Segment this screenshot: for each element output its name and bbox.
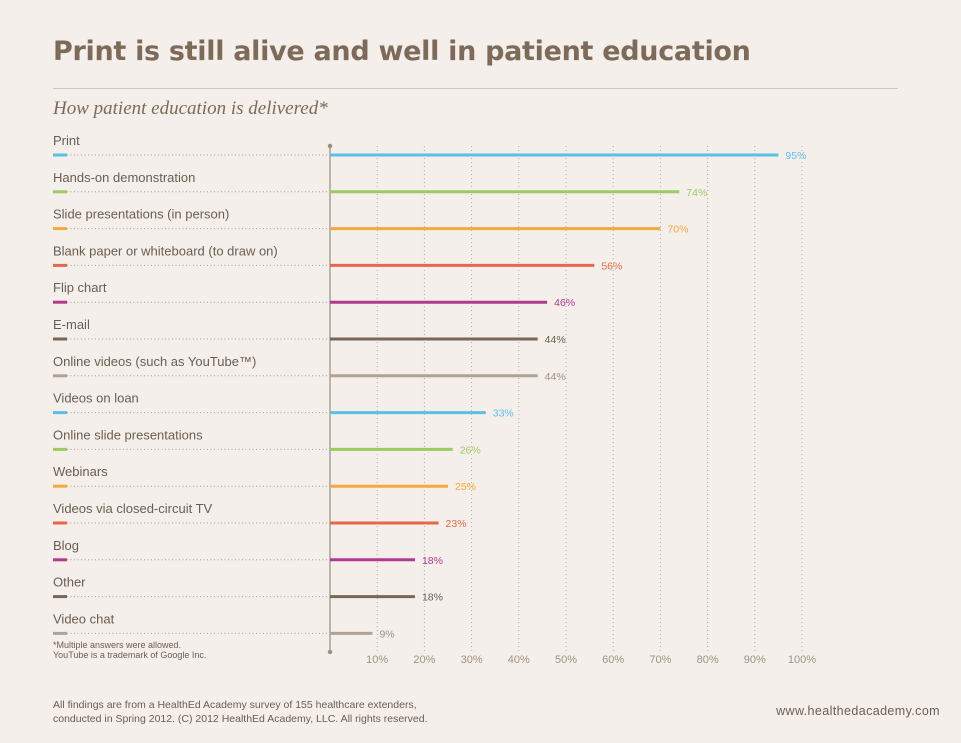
value-label: 33% (493, 408, 514, 420)
value-label: 95% (785, 150, 806, 162)
footer-note: All findings are from a HealthEd Academy… (53, 698, 428, 726)
footnote-line-2: YouTube is a trademark of Google Inc. (53, 650, 207, 660)
value-label: 18% (422, 592, 443, 604)
footer-line-1: All findings are from a HealthEd Academy… (53, 699, 417, 711)
category-label: Blank paper or whiteboard (to draw on) (53, 243, 278, 258)
value-label: 70% (667, 224, 688, 236)
footnote: *Multiple answers were allowed. YouTube … (53, 640, 206, 660)
value-label: 44% (545, 334, 566, 346)
category-label: Online videos (such as YouTube™) (53, 354, 256, 369)
category-label: Videos on loan (53, 391, 139, 406)
category-label: Video chat (53, 611, 115, 626)
category-label: Hands-on demonstration (53, 170, 195, 185)
category-label: Blog (53, 538, 79, 553)
x-tick-label: 30% (461, 654, 483, 666)
value-label: 18% (422, 555, 443, 567)
category-label: Webinars (53, 464, 108, 479)
website-link[interactable]: www.healthedacademy.com (776, 704, 940, 718)
value-label: 25% (455, 481, 476, 493)
value-labels: 95% 74% 70% 56% 46% 44% 44% 33% 26% 25% 23% 18% 18% 9… (379, 150, 806, 640)
category-label: Flip chart (53, 280, 107, 295)
category-labels: Print Hands-on demonstration Slide present… (53, 133, 278, 626)
footer-line-2: conducted in Spring 2012. (C) 2012 Healt… (53, 713, 428, 725)
category-label: Print (53, 133, 80, 148)
value-label: 56% (601, 260, 622, 272)
category-label: Slide presentations (in person) (53, 207, 229, 222)
x-tick-label: 20% (413, 654, 435, 666)
axis-bottom-dot (327, 649, 333, 655)
x-tick-label: 80% (697, 654, 719, 666)
chart-title: Print is still alive and well in patient… (53, 36, 751, 67)
footnote-line-1: *Multiple answers were allowed. (53, 640, 182, 650)
category-label: Online slide presentations (53, 427, 203, 442)
x-tick-label: 60% (602, 654, 624, 666)
value-label: 23% (446, 518, 467, 530)
value-label: 26% (460, 444, 481, 456)
title-divider (53, 88, 898, 89)
grid-lines (376, 146, 803, 652)
category-label: E-mail (53, 317, 90, 332)
x-tick-label: 50% (555, 654, 577, 666)
x-tick-label: 10% (366, 654, 388, 666)
x-tick-label: 90% (744, 654, 766, 666)
x-tick-label: 40% (508, 654, 530, 666)
value-label: 74% (686, 187, 707, 199)
x-tick-label: 100% (788, 654, 816, 666)
x-tick-label: 70% (649, 654, 671, 666)
axis-top-dot (327, 143, 333, 149)
category-label: Other (53, 575, 86, 590)
value-label: 9% (379, 628, 394, 640)
value-label: 44% (545, 371, 566, 383)
chart-subtitle: How patient education is delivered* (53, 98, 328, 119)
bars (53, 153, 779, 635)
y-axis (327, 143, 333, 655)
category-label: Videos via closed-circuit TV (53, 501, 213, 516)
value-label: 46% (554, 297, 575, 309)
x-tick-labels: 10% 20% 30% 40% 50% 60% 70% 80% 90% 100% (366, 654, 816, 666)
